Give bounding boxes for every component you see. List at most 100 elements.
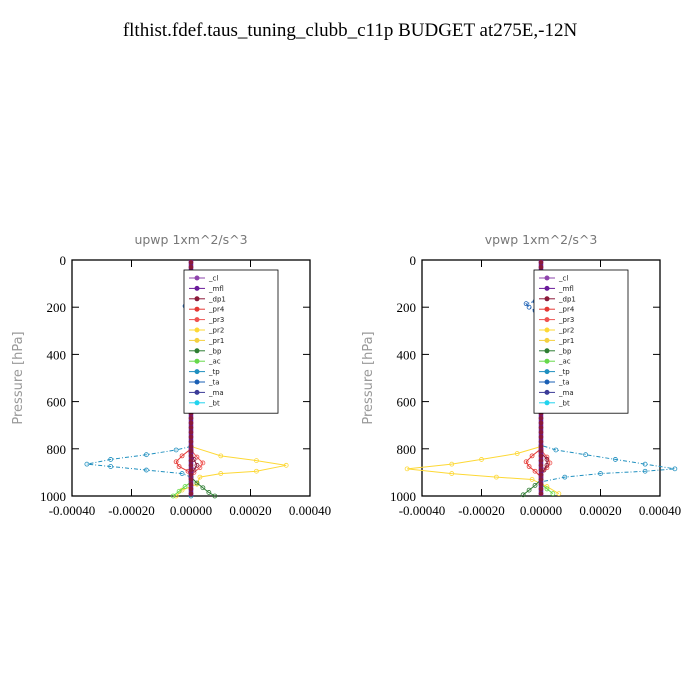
legend-label: _dp1: [208, 295, 226, 303]
series-marker: [254, 458, 259, 464]
series-marker: [212, 493, 218, 499]
series-marker: [553, 447, 559, 453]
series-marker: [108, 457, 114, 462]
legend-box: [533, 269, 629, 414]
page-title: flthist.fdef.taus_tuning_clubb_c11p BUDG…: [122, 20, 578, 41]
y-tick-label: 800: [397, 442, 417, 457]
legend-marker: [194, 358, 200, 364]
series-marker: [176, 488, 182, 494]
series-marker: [188, 439, 194, 445]
series-marker: [194, 462, 200, 468]
series-marker: [523, 459, 529, 465]
y-axis-label: Pressure [hPa]: [11, 331, 26, 424]
series-marker: [479, 457, 484, 462]
y-tick-label: 0: [60, 253, 67, 268]
series-marker: [538, 491, 544, 496]
y-tick-label: 400: [47, 347, 67, 362]
y-tick-label: 200: [397, 300, 417, 315]
legend-marker: [544, 369, 550, 375]
legend-marker: [194, 327, 200, 333]
legend-marker: [194, 306, 200, 312]
series-marker: [188, 467, 194, 473]
x-tick-label: 0.00040: [639, 503, 681, 518]
x-tick-label: 0.00000: [520, 503, 562, 518]
series-marker: [194, 454, 200, 460]
series-marker: [538, 463, 544, 468]
series-marker: [538, 264, 544, 270]
series-marker: [556, 491, 562, 497]
series-marker: [188, 448, 194, 454]
series-marker: [108, 464, 114, 469]
series-marker: [538, 477, 544, 482]
series-marker: [538, 444, 544, 449]
legend-marker: [194, 389, 200, 395]
chart-panel-2: vpwp 1xm^2/s^3 Pressure [hPa] 0 200 400 600 80…: [361, 232, 681, 518]
legend-marker: [544, 358, 550, 364]
legend-label: _ta: [558, 379, 570, 387]
legend-label: _pr2: [558, 327, 574, 335]
legend-marker: [544, 348, 550, 354]
series-marker: [188, 481, 194, 487]
legend-marker: [544, 389, 550, 395]
series-line: [86, 445, 192, 496]
series-marker: [188, 425, 194, 430]
series-marker: [538, 458, 544, 463]
series-line: [540, 449, 551, 476]
legend-marker: [544, 317, 550, 323]
series-marker: [520, 492, 526, 498]
x-tick-label: -0.00020: [108, 503, 155, 518]
series-marker: [538, 260, 544, 265]
legend-label: _pr1: [208, 337, 224, 345]
legend-label: _mfl: [558, 285, 574, 293]
legend-label: _ac: [558, 358, 571, 366]
series-line: [190, 449, 204, 479]
series-marker: [529, 477, 535, 482]
series-marker: [170, 493, 176, 499]
x-tick-label: 0.00040: [289, 503, 331, 518]
series-marker: [532, 482, 538, 488]
series-marker: [526, 304, 532, 310]
x-tick-label: 0.00020: [579, 503, 621, 518]
series-line: [540, 304, 675, 483]
legend-label: _tp: [208, 368, 220, 376]
series-marker: [188, 264, 194, 270]
series-marker: [188, 458, 194, 463]
legend-label: _dp1: [558, 295, 576, 303]
chart-panel-1: upwp 1xm^2/s^3 Pressure [hPa] 0 200 400 600 80…: [11, 232, 331, 518]
legend-marker: [544, 327, 550, 333]
legend-marker: [544, 379, 550, 385]
series-marker: [538, 467, 544, 473]
series-marker: [188, 486, 194, 492]
y-tick-label: 600: [397, 395, 417, 410]
legend-marker: [544, 337, 550, 343]
series-marker: [538, 453, 544, 459]
series-marker: [143, 467, 149, 473]
series-marker: [188, 444, 194, 449]
series-marker: [188, 415, 194, 421]
series-marker: [176, 464, 182, 469]
series-marker: [547, 460, 553, 466]
y-tick-label: 400: [397, 347, 417, 362]
series-marker: [538, 486, 544, 492]
x-tick-label: -0.00040: [49, 503, 96, 518]
series-marker: [642, 461, 648, 467]
series-marker: [188, 420, 194, 426]
legend-label: _ma: [208, 389, 224, 397]
legend-label: _pr2: [208, 327, 224, 335]
series-marker: [538, 429, 544, 435]
series-marker: [173, 459, 179, 465]
series-marker: [538, 415, 544, 421]
legend-marker: [194, 296, 200, 302]
series-marker: [449, 471, 455, 476]
legend-marker: [194, 400, 200, 406]
series-marker: [188, 434, 194, 440]
series-marker: [642, 468, 648, 474]
legend-label: _bt: [208, 399, 220, 407]
series-marker: [544, 486, 550, 492]
legend-label: _mfl: [208, 285, 224, 293]
series-marker: [538, 448, 544, 454]
legend-marker: [194, 348, 200, 354]
series-marker: [538, 420, 544, 426]
series-marker: [612, 457, 618, 462]
legend-marker: [194, 317, 200, 323]
